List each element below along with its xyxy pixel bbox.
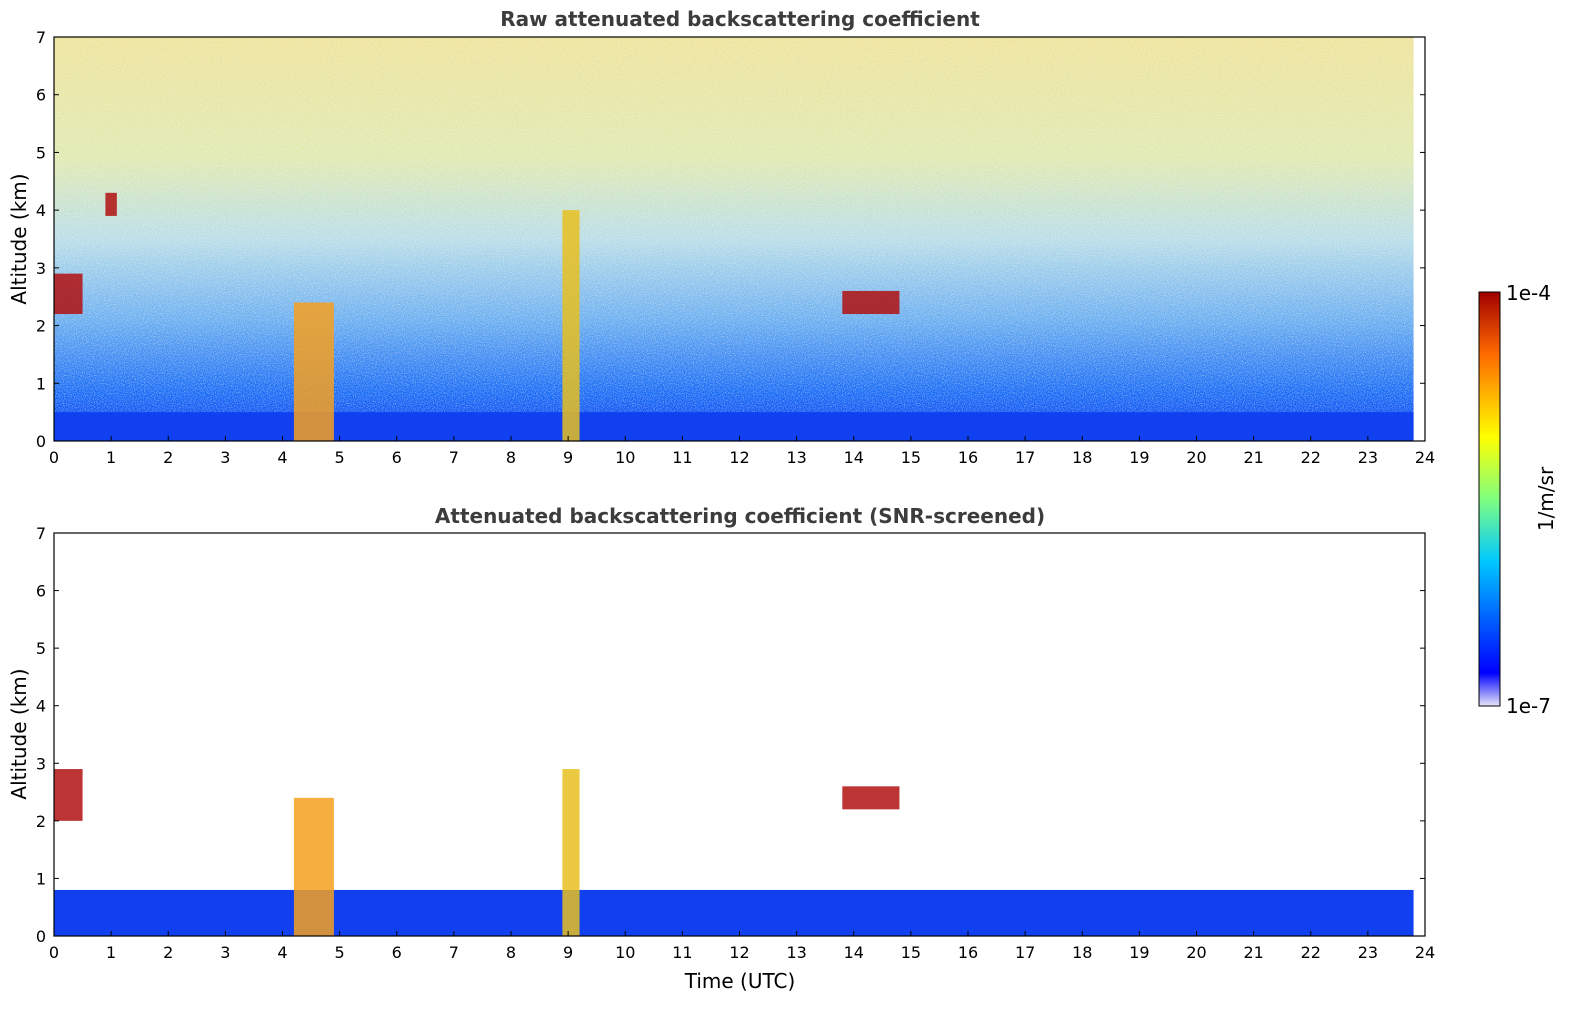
screened-x-tick-label: 18 — [1072, 943, 1092, 962]
raw-x-tick-label: 3 — [220, 448, 230, 467]
raw-y-tick-label: 7 — [36, 28, 46, 47]
raw-x-tick-label: 22 — [1301, 448, 1321, 467]
screened-backscatter-panel: Attenuated backscattering coefficient (S… — [7, 504, 1435, 993]
raw-x-tick-label: 6 — [392, 448, 402, 467]
raw-y-axis-label: Altitude (km) — [7, 173, 31, 304]
raw-x-tick-label: 20 — [1186, 448, 1206, 467]
raw-x-tick-label: 14 — [844, 448, 864, 467]
screened-x-tick-label: 21 — [1243, 943, 1263, 962]
screened-y-tick-label: 0 — [36, 927, 46, 946]
screened-x-tick-label: 24 — [1415, 943, 1435, 962]
raw-panel-title: Raw attenuated backscattering coefficien… — [500, 7, 980, 31]
raw-x-tick-label: 5 — [335, 448, 345, 467]
raw-x-tick-label: 12 — [729, 448, 749, 467]
screened-y-tick-label: 1 — [36, 869, 46, 888]
screened-x-tick-label: 10 — [615, 943, 635, 962]
raw-feature-aerosol-plume — [562, 210, 580, 441]
raw-x-tick-label: 13 — [786, 448, 806, 467]
raw-x-tick-label: 17 — [1015, 448, 1035, 467]
raw-y-tick-label: 2 — [36, 317, 46, 336]
raw-x-tick-label: 11 — [672, 448, 692, 467]
colorbar-min-label: 1e-7 — [1506, 694, 1551, 718]
screened-x-tick-label: 11 — [672, 943, 692, 962]
screened-panel-title: Attenuated backscattering coefficient (S… — [435, 504, 1045, 528]
screened-x-tick-label: 23 — [1358, 943, 1378, 962]
screened-x-tick-label: 14 — [844, 943, 864, 962]
raw-x-tick-label: 19 — [1129, 448, 1149, 467]
raw-x-tick-label: 15 — [901, 448, 921, 467]
screened-feature-aerosol-plume — [562, 769, 580, 936]
screened-x-tick-label: 8 — [506, 943, 516, 962]
screened-y-axis-label: Altitude (km) — [7, 668, 31, 799]
screened-y-tick-label: 2 — [36, 812, 46, 831]
screened-plot-frame — [53, 532, 1426, 937]
screened-x-tick-label: 6 — [392, 943, 402, 962]
raw-x-tick-label: 1 — [106, 448, 116, 467]
screened-x-tick-label: 4 — [277, 943, 287, 962]
screened-y-tick-label: 3 — [36, 754, 46, 773]
raw-x-tick-label: 9 — [563, 448, 573, 467]
raw-y-tick-label: 6 — [36, 86, 46, 105]
screened-x-tick-label: 9 — [563, 943, 573, 962]
screened-x-tick-label: 1 — [106, 943, 116, 962]
screened-x-tick-label: 0 — [49, 943, 59, 962]
raw-feature-cloud — [105, 192, 117, 216]
screened-y-tick-label: 5 — [36, 639, 46, 658]
raw-x-tick-label: 18 — [1072, 448, 1092, 467]
raw-y-tick-label: 1 — [36, 374, 46, 393]
screened-x-tick-label: 5 — [335, 943, 345, 962]
screened-x-tick-label: 2 — [163, 943, 173, 962]
screened-x-tick-label: 16 — [958, 943, 978, 962]
screened-x-tick-label: 22 — [1301, 943, 1321, 962]
raw-x-tick-label: 21 — [1243, 448, 1263, 467]
raw-y-ticks: 0 1 2 3 4 5 6 7 — [36, 28, 1425, 451]
raw-x-tick-label: 8 — [506, 448, 516, 467]
screened-x-tick-label: 20 — [1186, 943, 1206, 962]
colorbar-max-label: 1e-4 — [1506, 281, 1551, 305]
raw-x-tick-label: 7 — [449, 448, 459, 467]
raw-y-tick-label: 0 — [36, 432, 46, 451]
raw-x-ticks: 0 1 2 3 4 5 6 7 8 9 10 11 12 13 14 15 16 17 18 19 20 21 22 23 24 — [49, 436, 1435, 467]
raw-noise-speckle — [54, 37, 1414, 441]
screened-y-tick-label: 6 — [36, 582, 46, 601]
raw-y-tick-label: 4 — [36, 201, 46, 220]
screened-y-tick-label: 4 — [36, 697, 46, 716]
screened-feature-precipitation — [293, 797, 334, 936]
x-axis-label: Time (UTC) — [684, 969, 796, 993]
screened-x-tick-label: 17 — [1015, 943, 1035, 962]
raw-y-tick-label: 5 — [36, 143, 46, 162]
raw-x-tick-label: 2 — [163, 448, 173, 467]
raw-feature-cloud — [842, 290, 900, 315]
screened-boundary-layer — [54, 889, 1414, 936]
screened-x-tick-label: 3 — [220, 943, 230, 962]
screened-feature-cloud — [842, 786, 900, 810]
raw-feature-cloud — [54, 273, 83, 315]
raw-x-tick-label: 23 — [1358, 448, 1378, 467]
raw-y-tick-label: 3 — [36, 259, 46, 278]
colorbar-unit-label: 1/m/sr — [1534, 466, 1558, 531]
raw-x-tick-label: 24 — [1415, 448, 1435, 467]
screened-x-tick-label: 19 — [1129, 943, 1149, 962]
raw-x-tick-label: 4 — [277, 448, 287, 467]
screened-x-tick-label: 7 — [449, 943, 459, 962]
raw-boundary-layer — [54, 412, 1414, 441]
screened-x-tick-label: 12 — [729, 943, 749, 962]
raw-backscatter-panel: Raw attenuated backscattering coefficien… — [7, 7, 1435, 467]
raw-heatmap-field — [54, 37, 1414, 441]
colorbar: 1e-4 1e-7 1/m/sr — [1478, 281, 1558, 718]
screened-x-tick-label: 15 — [901, 943, 921, 962]
screened-y-tick-label: 7 — [36, 524, 46, 543]
screened-feature-cloud — [54, 769, 83, 821]
screened-heatmap-field — [54, 769, 1414, 936]
screened-x-tick-label: 13 — [786, 943, 806, 962]
raw-feature-precipitation — [293, 302, 334, 441]
raw-x-tick-label: 16 — [958, 448, 978, 467]
screened-y-ticks: 0 1 2 3 4 5 6 7 — [36, 524, 1425, 946]
colorbar-gradient — [1478, 291, 1501, 707]
raw-x-tick-label: 0 — [49, 448, 59, 467]
screened-x-ticks: 0 1 2 3 4 5 6 7 8 9 10 11 12 13 14 15 16 17 18 19 20 21 22 23 24 — [49, 931, 1435, 962]
raw-x-tick-label: 10 — [615, 448, 635, 467]
